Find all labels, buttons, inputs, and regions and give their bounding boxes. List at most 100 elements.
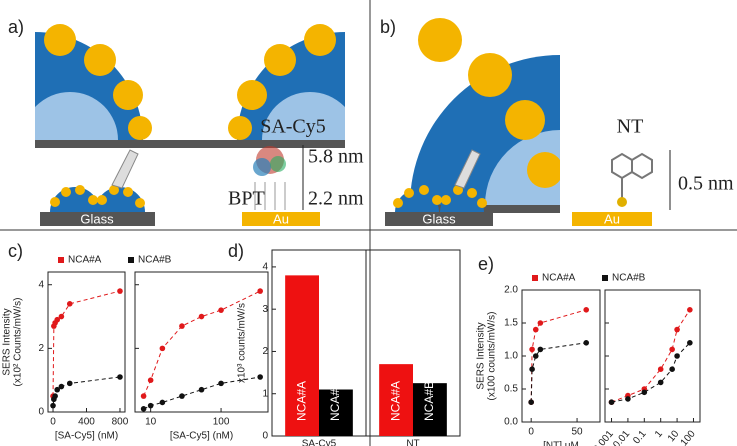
- y-tick-label: 2: [38, 343, 44, 354]
- data-point: [218, 380, 224, 387]
- au-label: Au: [604, 211, 620, 226]
- bar: [319, 389, 353, 436]
- data-point: [198, 386, 205, 393]
- data-point: [608, 399, 615, 406]
- y-axis-label: SERS Intensity: [476, 322, 487, 389]
- x-tick-label: 400: [78, 417, 95, 428]
- fit-line: [530, 342, 587, 403]
- legend-swatch: [602, 275, 608, 281]
- data-point: [58, 383, 65, 390]
- y-axis-label: SERS Intensity: [2, 308, 13, 375]
- glass-label: Glass: [80, 211, 114, 226]
- data-point: [179, 323, 185, 329]
- protein-icon: [253, 146, 286, 176]
- bar-label: NCA#A: [388, 381, 402, 421]
- linker-icon: [254, 182, 286, 210]
- data-point: [669, 366, 675, 373]
- x-tick-label: 0.1: [631, 428, 649, 446]
- data-point: [140, 393, 147, 399]
- linker-label: BPT: [228, 188, 265, 210]
- molecule-size: 0.5 nm: [678, 173, 734, 195]
- plot-frame: [604, 289, 701, 423]
- bar: [285, 275, 319, 436]
- x-axis-label: [NT] μM: [543, 441, 579, 446]
- molecule-label: NT: [617, 116, 644, 138]
- y-tick-label: 3: [262, 304, 268, 315]
- x-tick-label: 1: [653, 428, 665, 440]
- molecule-icon: [611, 152, 653, 198]
- nanostructure-b: [410, 18, 560, 205]
- x-tick-label: 0: [528, 427, 534, 438]
- linker-size: 2.2 nm: [308, 188, 364, 210]
- bar-label: NCA#B: [422, 381, 436, 421]
- y-tick-label: 0.5: [504, 384, 518, 395]
- y-axis-label: x10³ counts/mW/s: [237, 303, 248, 383]
- fit-line: [52, 376, 121, 406]
- y-tick-label: 2.0: [504, 285, 518, 296]
- au-label: Au: [273, 211, 289, 226]
- legend-swatch: [128, 257, 134, 263]
- x-axis-label: [SA-Cy5] (nM): [55, 431, 118, 442]
- au-substrate: [242, 212, 320, 226]
- data-point: [50, 402, 56, 409]
- data-point: [537, 320, 544, 326]
- y-tick-label: 4: [262, 262, 268, 273]
- data-point: [52, 393, 58, 399]
- small-substrate: [40, 149, 155, 226]
- data-point: [159, 345, 166, 352]
- data-point: [657, 366, 664, 373]
- data-point: [674, 326, 680, 333]
- probe-label: SA-Cy5: [260, 116, 326, 138]
- legend-label: NCA#A: [68, 255, 102, 266]
- substrate: [35, 140, 345, 148]
- x-tick-label: SA-Cy5: [302, 439, 337, 446]
- y-tick-label: 0.0: [504, 417, 518, 428]
- data-point: [532, 353, 539, 359]
- data-point: [625, 396, 631, 402]
- y-axis-label: (x10² Counts/mW/s): [13, 298, 24, 387]
- data-point: [529, 346, 535, 353]
- data-point: [257, 288, 263, 294]
- data-point: [257, 374, 263, 380]
- data-point: [583, 307, 590, 313]
- legend-swatch: [532, 275, 538, 281]
- legend-label: NCA#B: [612, 273, 646, 284]
- fit-line: [611, 342, 691, 403]
- data-point: [528, 399, 534, 406]
- panel-label: e): [478, 254, 494, 274]
- data-point: [669, 346, 675, 353]
- data-point: [674, 353, 680, 359]
- y-tick-label: 2: [262, 346, 268, 357]
- sulfur-atom: [617, 197, 627, 207]
- data-point: [532, 326, 539, 333]
- data-point: [657, 379, 664, 386]
- data-point: [66, 301, 73, 307]
- probe-size: 5.8 nm: [308, 146, 364, 168]
- legend-swatch: [58, 257, 64, 263]
- data-point: [529, 366, 535, 373]
- data-point: [218, 307, 224, 313]
- x-tick-label: 10: [145, 417, 157, 428]
- data-point: [537, 346, 544, 353]
- bar: [379, 364, 413, 436]
- data-point: [159, 399, 166, 406]
- panel-label: a): [8, 17, 24, 37]
- small-substrate: [385, 149, 493, 226]
- x-axis-label: [SA-Cy5] (nM): [170, 431, 233, 442]
- au-substrate: [572, 212, 652, 226]
- data-point: [140, 406, 147, 412]
- x-tick-label: 100: [213, 417, 230, 428]
- bar-label: NCA#B: [328, 381, 342, 421]
- data-point: [58, 313, 65, 320]
- bar-label: NCA#A: [294, 381, 308, 421]
- data-point: [117, 288, 123, 294]
- data-point: [687, 340, 693, 346]
- plot-frame: [134, 271, 269, 413]
- y-tick-label: 1.5: [504, 318, 518, 329]
- data-point: [583, 340, 590, 346]
- data-point: [147, 377, 154, 383]
- fit-line: [52, 290, 121, 397]
- substrate: [410, 205, 560, 213]
